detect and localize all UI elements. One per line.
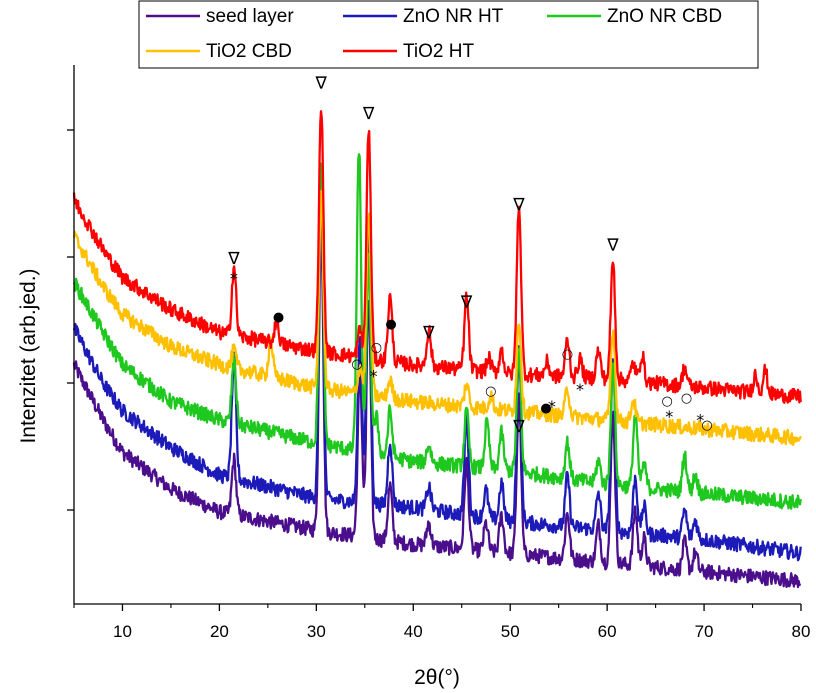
peak-marker: ○ — [681, 391, 692, 406]
peak-marker: ○ — [351, 357, 362, 372]
legend-box — [138, 0, 759, 69]
peak-marker: ○ — [662, 394, 673, 409]
axes: 10 20 30 40 50 60 70 80 — [67, 65, 810, 641]
peak-marker: ○ — [701, 418, 712, 433]
peak-marker: ∇ — [606, 235, 619, 255]
series-line-tio2-ht — [72, 110, 802, 404]
peak-marker: ● — [273, 310, 284, 325]
x-tick-label: 40 — [404, 622, 423, 641]
series-line-zno-nr-ht — [72, 173, 802, 562]
peak-marker: ∇ — [362, 104, 375, 124]
legend-label: seed layer — [206, 6, 294, 27]
legend-label: ZnO NR HT — [403, 6, 504, 27]
x-tick-label: 50 — [501, 622, 520, 641]
peak-marker: * — [370, 367, 378, 386]
peak-marker: ∇ — [422, 323, 435, 343]
peak-marker: ● — [540, 401, 551, 416]
peak-marker: * — [696, 411, 704, 430]
peak-marker: * — [548, 397, 556, 416]
legend-label: ZnO NR CBD — [607, 6, 722, 27]
series-line-zno-nr-cbd — [72, 153, 802, 510]
x-tick-label: 10 — [113, 622, 132, 641]
series-line-seed-layer — [72, 221, 802, 589]
x-axis-title: 2θ(°) — [414, 666, 460, 689]
series-line-tio2-cbd — [72, 190, 802, 446]
legend: seed layer ZnO NR HT ZnO NR CBD TiO2 CBD TiO… — [138, 0, 759, 69]
peak-marker: ○ — [485, 384, 496, 399]
peak-marker: * — [665, 407, 673, 426]
peak-marker: ○ — [562, 347, 573, 362]
y-axis-title: Intenzitet (arb.jed.) — [17, 268, 40, 443]
peak-marker: ● — [385, 317, 396, 332]
peak-marker: ∇ — [512, 195, 525, 215]
peak-marker: ∇ — [315, 74, 328, 94]
x-tick-label: 60 — [598, 622, 617, 641]
legend-label: TiO2 HT — [403, 41, 474, 62]
peak-marker: * — [230, 269, 238, 288]
x-tick-label: 80 — [792, 622, 811, 641]
x-tick-label: 20 — [210, 622, 229, 641]
x-tick-label: 30 — [307, 622, 326, 641]
legend-label: TiO2 CBD — [206, 41, 292, 62]
peak-marker: ∇ — [227, 249, 240, 269]
peak-annotations: ∇*∇∇∇∇∇∇∇● ●●○○○○○ ○○**** * — [227, 74, 712, 438]
peak-marker: ○ — [371, 340, 382, 355]
peak-marker: ∇ — [512, 417, 525, 437]
peak-marker: ∇ — [460, 293, 473, 313]
x-tick-label: 70 — [695, 622, 714, 641]
peak-marker: * — [576, 380, 584, 399]
series-layer — [72, 110, 802, 589]
